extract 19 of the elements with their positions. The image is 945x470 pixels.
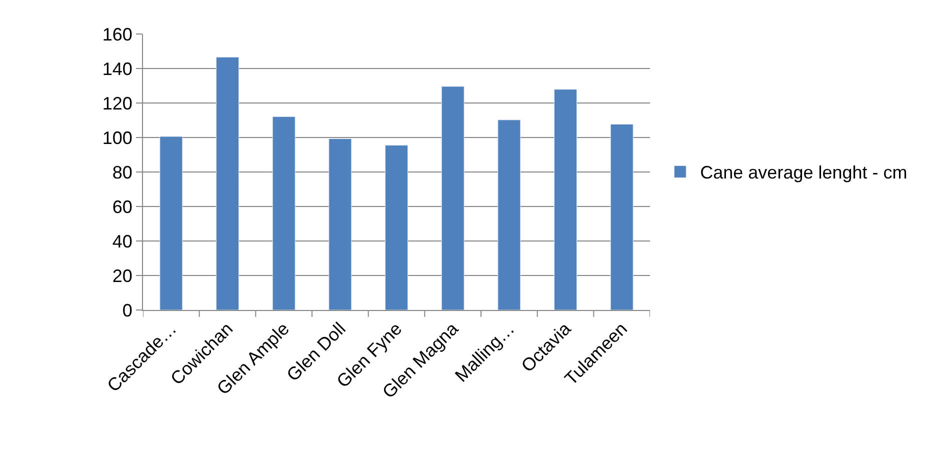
- bar: [498, 120, 521, 310]
- legend-label: Cane average lenght - cm: [700, 162, 908, 183]
- bar: [160, 136, 183, 310]
- bar: [384, 145, 408, 310]
- y-tick-label: 80: [112, 162, 132, 182]
- y-tick-label: 120: [102, 93, 132, 114]
- bar: [441, 86, 464, 310]
- y-tick-label: 0: [122, 300, 132, 320]
- y-tick-label: 20: [112, 266, 132, 286]
- bar: [216, 56, 240, 310]
- y-tick-label: 100: [102, 128, 132, 148]
- y-tick-label: 140: [102, 58, 132, 79]
- bar: [610, 124, 634, 310]
- y-tick-label: 160: [102, 24, 132, 44]
- bar: [328, 138, 352, 310]
- bar: [272, 116, 296, 310]
- bar: [554, 89, 578, 310]
- y-tick-label: 40: [112, 231, 132, 252]
- y-tick-label: 60: [112, 196, 132, 217]
